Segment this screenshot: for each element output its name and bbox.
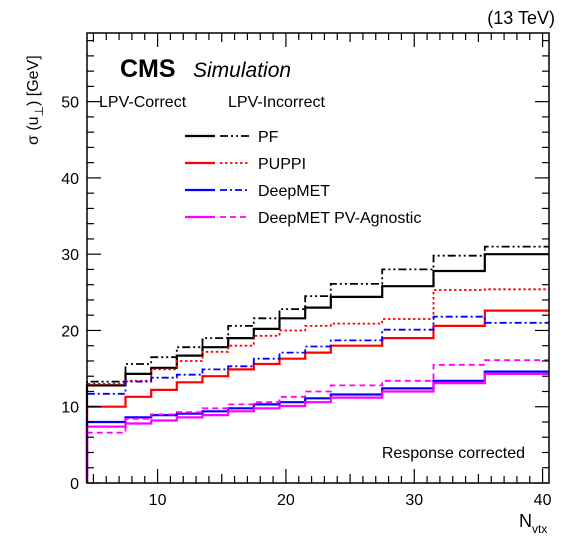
plot-frame	[86, 32, 550, 484]
y-tick-label: 40	[61, 171, 79, 188]
energy-label: (13 TeV)	[487, 8, 555, 28]
legend: PF PUPPI DeepMET DeepMET PV-Agnostic	[185, 129, 421, 227]
legend-label-puppi: PUPPI	[258, 156, 306, 173]
series-deepmet-correct	[85, 370, 549, 483]
series-layer	[85, 245, 549, 483]
y-tick-label: 0	[70, 476, 79, 493]
series-deepmet-pv-agnostic-incorrect	[86, 359, 549, 483]
y-axis-label: σ (u⊥) [GeV]	[25, 55, 46, 145]
experiment-tag: Simulation	[193, 59, 291, 82]
series-pf-incorrect	[86, 245, 549, 483]
series-deepmet-pv-agnostic-correct	[85, 372, 549, 483]
series-deepmet-incorrect	[86, 315, 549, 483]
y-tick-label: 50	[61, 95, 79, 112]
annotation-response-corrected: Response corrected	[382, 445, 525, 462]
x-tick-label: 30	[405, 492, 423, 509]
legend-header-correct: LPV-Correct	[99, 94, 187, 111]
legend-header-incorrect: LPV-Incorrect	[228, 94, 325, 111]
experiment-label: CMS	[120, 55, 176, 83]
y-tick-label: 10	[61, 400, 79, 417]
x-tick-label: 10	[149, 492, 167, 509]
x-axis-label: Nvtx	[519, 511, 547, 536]
y-tick-label: 20	[61, 323, 79, 340]
axis-ticks: 10 20 30 40 0 10 20 30 40 50	[61, 33, 552, 509]
legend-label-pf: PF	[258, 129, 279, 146]
legend-label-deepmet-pv-agnostic: DeepMET PV-Agnostic	[258, 210, 421, 227]
x-tick-label: 20	[277, 492, 295, 509]
legend-label-deepmet: DeepMET	[258, 183, 330, 200]
y-tick-label: 30	[61, 247, 79, 264]
x-tick-label: 40	[534, 492, 552, 509]
